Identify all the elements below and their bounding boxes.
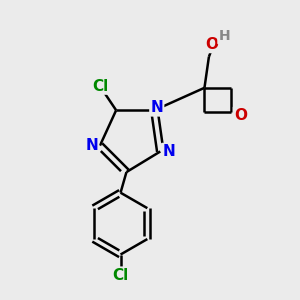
Text: Cl: Cl: [92, 79, 108, 94]
Text: O: O: [205, 37, 218, 52]
Text: H: H: [218, 29, 230, 43]
Text: N: N: [85, 138, 98, 153]
Text: N: N: [150, 100, 163, 116]
Text: N: N: [162, 144, 175, 159]
Text: Cl: Cl: [112, 268, 129, 283]
Text: O: O: [234, 107, 247, 122]
